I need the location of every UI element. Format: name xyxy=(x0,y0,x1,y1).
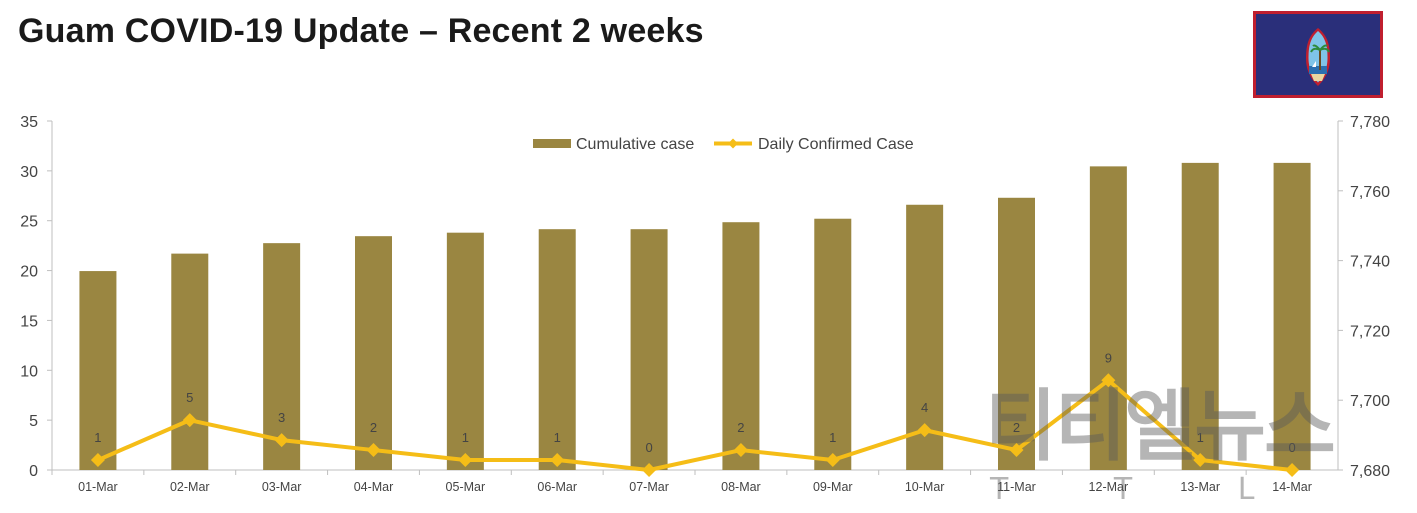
x-tick-label: 04-Mar xyxy=(354,480,394,494)
bar-09-Mar xyxy=(814,218,852,470)
daily-point-10-Mar xyxy=(917,423,932,438)
page-title: Guam COVID-19 Update – Recent 2 weeks xyxy=(18,12,704,50)
x-tick-label: 02-Mar xyxy=(170,480,210,494)
x-tick-label: 12-Mar xyxy=(1089,480,1129,494)
daily-point-04-Mar xyxy=(366,443,381,458)
legend-label-daily: Daily Confirmed Case xyxy=(758,136,914,153)
bar-07-Mar xyxy=(630,229,668,470)
daily-point-03-Mar xyxy=(274,433,289,448)
watermark-logo: 티티엘뉴스 xyxy=(985,382,1336,472)
x-tick-label: 13-Mar xyxy=(1180,480,1220,494)
bar-06-Mar xyxy=(538,229,576,470)
daily-data-label: 1 xyxy=(554,430,561,445)
daily-data-label: 1 xyxy=(462,430,469,445)
bar-12-Mar xyxy=(1089,166,1127,470)
daily-point-08-Mar xyxy=(733,443,748,458)
x-tick-label: 06-Mar xyxy=(537,480,577,494)
guam-flag-icon xyxy=(1253,11,1383,98)
daily-data-label: 1 xyxy=(94,430,101,445)
x-tick-label: 11-Mar xyxy=(997,480,1036,494)
legend-label-cumulative: Cumulative case xyxy=(576,136,694,153)
x-tick-label: 05-Mar xyxy=(446,480,486,494)
y-right-tick-label: 7,740 xyxy=(1350,254,1390,271)
bar-01-Mar xyxy=(79,271,117,470)
bar-05-Mar xyxy=(446,232,484,470)
daily-data-label: 2 xyxy=(370,420,377,435)
daily-point-12-Mar xyxy=(1101,373,1116,388)
watermark-sub: T T L xyxy=(990,472,1303,507)
y-left-tick-label: 30 xyxy=(20,164,38,181)
daily-point-09-Mar xyxy=(825,453,840,468)
daily-data-label: 0 xyxy=(645,440,652,455)
bar-14-Mar xyxy=(1273,162,1311,470)
x-tick-label: 10-Mar xyxy=(905,480,945,494)
y-right-tick-label: 7,680 xyxy=(1350,463,1390,480)
legend-marker-daily xyxy=(728,138,738,149)
daily-point-14-Mar xyxy=(1285,463,1300,477)
daily-point-05-Mar xyxy=(458,453,473,468)
daily-line: 1 5 3 2 1 1 0 2 1 4 2 9 1 0 xyxy=(90,350,1300,477)
daily-data-label: 2 xyxy=(1013,420,1020,435)
daily-data-label: 5 xyxy=(186,390,193,405)
y-left-tick-label: 0 xyxy=(29,463,38,480)
cumulative-bars xyxy=(79,162,1311,470)
y-right-tick-label: 7,720 xyxy=(1350,323,1390,340)
y-left-tick-label: 25 xyxy=(20,214,38,231)
daily-point-11-Mar xyxy=(1009,443,1024,458)
y-right-tick-label: 7,700 xyxy=(1350,393,1390,410)
daily-data-label: 3 xyxy=(278,410,285,425)
bar-11-Mar xyxy=(998,197,1035,470)
bar-03-Mar xyxy=(263,243,301,470)
y-left-tick-label: 15 xyxy=(20,313,38,330)
bar-13-Mar xyxy=(1181,162,1219,470)
x-tick-label: 03-Mar xyxy=(262,480,302,494)
legend: Cumulative case Daily Confirmed Case xyxy=(533,136,914,153)
daily-point-06-Mar xyxy=(550,453,565,468)
bar-04-Mar xyxy=(355,236,392,470)
daily-point-07-Mar xyxy=(642,463,657,477)
daily-data-label: 1 xyxy=(829,430,836,445)
legend-swatch-cumulative xyxy=(533,139,571,148)
daily-point-13-Mar xyxy=(1193,453,1208,468)
bar-08-Mar xyxy=(722,222,760,470)
bar-02-Mar xyxy=(171,253,209,470)
daily-point-02-Mar xyxy=(182,413,197,428)
daily-data-label: 2 xyxy=(737,420,744,435)
x-tick-label: 09-Mar xyxy=(813,480,853,494)
daily-data-label: 4 xyxy=(921,400,928,415)
y-left-tick-label: 20 xyxy=(20,264,38,281)
y-right-tick-label: 7,760 xyxy=(1350,184,1390,201)
x-tick-label: 07-Mar xyxy=(629,480,669,494)
y-right-tick-label: 7,780 xyxy=(1350,114,1390,131)
x-tick-label: 08-Mar xyxy=(721,480,761,494)
daily-data-label: 9 xyxy=(1105,350,1112,365)
daily-point-01-Mar xyxy=(90,453,105,468)
daily-data-label: 1 xyxy=(1197,430,1204,445)
y-left-tick-label: 5 xyxy=(29,413,38,430)
daily-data-label: 0 xyxy=(1288,440,1295,455)
chart-axes: 051015202530357,6807,7007,7207,7407,7607… xyxy=(20,114,1390,494)
x-tick-label: 01-Mar xyxy=(78,480,118,494)
x-tick-label: 14-Mar xyxy=(1272,480,1312,494)
y-left-tick-label: 35 xyxy=(20,114,38,131)
y-left-tick-label: 10 xyxy=(20,363,38,380)
daily-line-path xyxy=(97,378,1293,472)
